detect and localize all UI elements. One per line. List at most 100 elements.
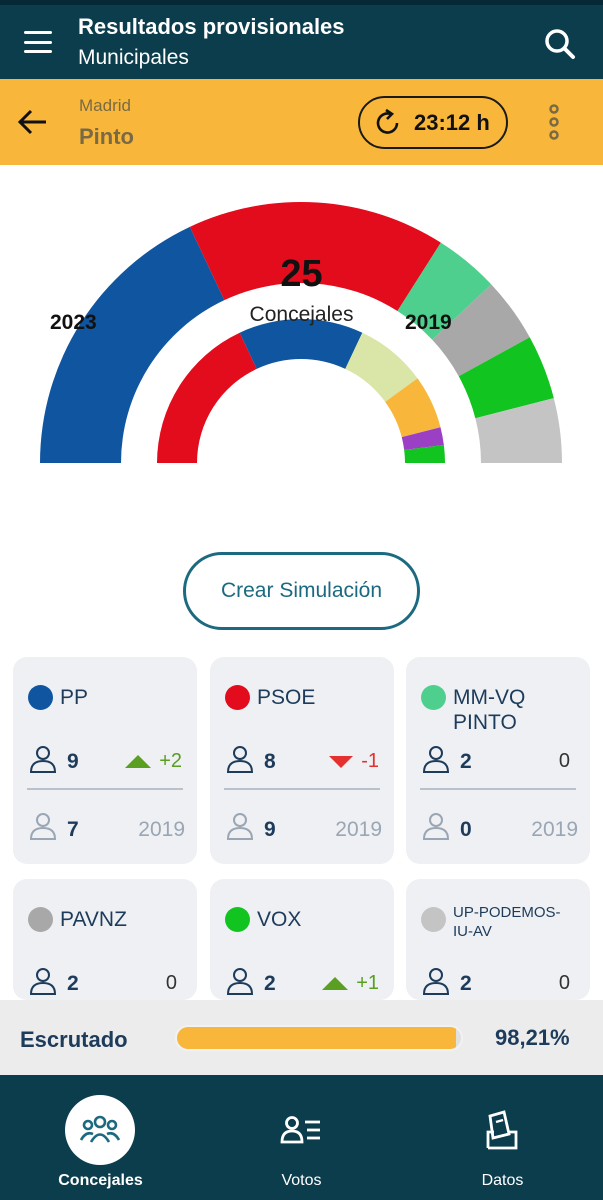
party-seats: 8 [264, 750, 276, 773]
person-icon [28, 966, 58, 996]
seats-delta-value: 0 [558, 750, 570, 772]
seats-delta: 0 [559, 750, 570, 773]
party-card[interactable]: PAVNZ 2 0 [13, 879, 197, 1000]
party-card[interactable]: VOX 2 +1 [210, 879, 394, 1000]
seats-delta: -1 [329, 750, 379, 773]
seats-delta: +2 [125, 750, 182, 773]
seats-delta-value: -1 [361, 750, 379, 772]
votes-list-icon [266, 1095, 336, 1165]
update-time: 23:12 h [414, 109, 490, 135]
party-name: PSOE [257, 686, 316, 709]
region-label: Madrid [79, 96, 131, 115]
seats-chart-svg [40, 202, 562, 463]
party-color-dot [28, 907, 53, 932]
previous-seats: 9 [264, 818, 276, 841]
outer-slice-up-podemos-iu-av [475, 398, 562, 463]
create-simulation-button[interactable]: Crear Simulación [183, 552, 420, 630]
inner-slice-other-2 [385, 378, 441, 438]
outer-slice-pp [40, 226, 225, 463]
party-card[interactable]: PP 9 +2 7 2019 [13, 657, 197, 864]
previous-seats: 7 [67, 818, 79, 841]
inner-ring-year: 2019 [405, 311, 452, 334]
more-options-icon[interactable] [540, 102, 568, 142]
back-arrow-icon[interactable] [14, 103, 52, 141]
inner-slice-psoe [157, 332, 257, 463]
person-icon [421, 744, 451, 774]
party-seats: 2 [67, 972, 79, 995]
party-name: MM-VQ PINTO [453, 686, 526, 734]
party-color-dot [421, 685, 446, 710]
party-color-dot [225, 907, 250, 932]
person-icon [225, 966, 255, 996]
party-card[interactable]: MM-VQ PINTO 2 0 0 2019 [406, 657, 590, 864]
card-divider [224, 788, 380, 790]
scrutiny-bar: Escrutado 98,21% [0, 1000, 603, 1075]
person-icon [421, 811, 451, 841]
scrutiny-label: Escrutado [20, 1027, 128, 1052]
inner-slice-other-3 [401, 427, 444, 450]
status-strip [0, 0, 603, 5]
previous-year: 2019 [138, 818, 185, 841]
trend-down-icon [329, 755, 354, 768]
total-seats-label: Concejales [249, 303, 354, 326]
nav-datos[interactable]: Datos [402, 1075, 603, 1200]
person-icon [225, 744, 255, 774]
total-seats: 25 [280, 253, 323, 295]
party-seats: 2 [264, 972, 276, 995]
party-card[interactable]: UP-PODEMOS-IU-AV 2 0 [406, 879, 590, 1000]
search-icon[interactable] [540, 24, 580, 64]
party-seats: 2 [460, 972, 472, 995]
party-seats: 2 [460, 750, 472, 773]
app-subtitle: Municipales [78, 46, 189, 69]
seats-delta-value: +1 [356, 972, 379, 994]
nav-votos[interactable]: Votos [201, 1075, 402, 1200]
party-name: UP-PODEMOS-IU-AV [453, 904, 561, 940]
scrutiny-progress [175, 1025, 463, 1051]
scrutiny-percent: 98,21% [495, 1025, 570, 1050]
trend-up-icon [322, 977, 349, 990]
party-card[interactable]: PSOE 8 -1 9 2019 [210, 657, 394, 864]
ballot-box-icon [467, 1095, 537, 1165]
inner-slice-other-1 [345, 332, 418, 402]
party-color-dot [28, 685, 53, 710]
person-icon [421, 966, 451, 996]
refresh-icon [376, 108, 399, 134]
party-name: VOX [257, 908, 302, 931]
inner-slice-vox [404, 444, 445, 463]
seats-chart [0, 166, 603, 536]
scrutiny-progress-fill [177, 1027, 456, 1049]
party-color-dot [421, 907, 446, 932]
app-bar: Resultados provisionales Municipales [0, 0, 603, 79]
nav-label: Datos [481, 1172, 524, 1189]
previous-year: 2019 [335, 818, 382, 841]
seats-delta: 0 [559, 972, 570, 995]
seats-delta-value: 0 [165, 972, 177, 994]
outer-slice-pavnz [432, 284, 530, 377]
previous-year: 2019 [531, 818, 578, 841]
nav-concejales[interactable]: Concejales [0, 1075, 201, 1200]
refresh-button[interactable]: 23:12 h [358, 96, 508, 149]
bottom-nav: Concejales Votos Datos [0, 1075, 603, 1200]
nav-label: Votos [281, 1172, 322, 1189]
person-icon [28, 744, 58, 774]
party-seats: 9 [67, 750, 79, 773]
party-color-dot [225, 685, 250, 710]
municipality-label: Pinto [79, 124, 134, 149]
nav-label: Concejales [58, 1172, 143, 1189]
outer-slice-vox [458, 337, 554, 419]
party-name: PP [60, 686, 89, 709]
person-icon [225, 811, 255, 841]
outer-slice-mm-vq-pinto [397, 242, 492, 340]
menu-icon[interactable] [18, 25, 58, 59]
outer-slice-psoe [189, 202, 441, 312]
card-divider [420, 788, 576, 790]
app-title: Resultados provisionales [78, 14, 345, 39]
inner-slice-pp [239, 319, 363, 369]
seats-delta: +1 [322, 972, 379, 995]
outer-ring-year: 2023 [50, 311, 97, 334]
group-icon [65, 1095, 135, 1165]
person-icon [28, 811, 58, 841]
seats-delta: 0 [166, 972, 177, 995]
seats-delta-value: +2 [159, 750, 182, 772]
seats-delta-value: 0 [558, 972, 570, 994]
